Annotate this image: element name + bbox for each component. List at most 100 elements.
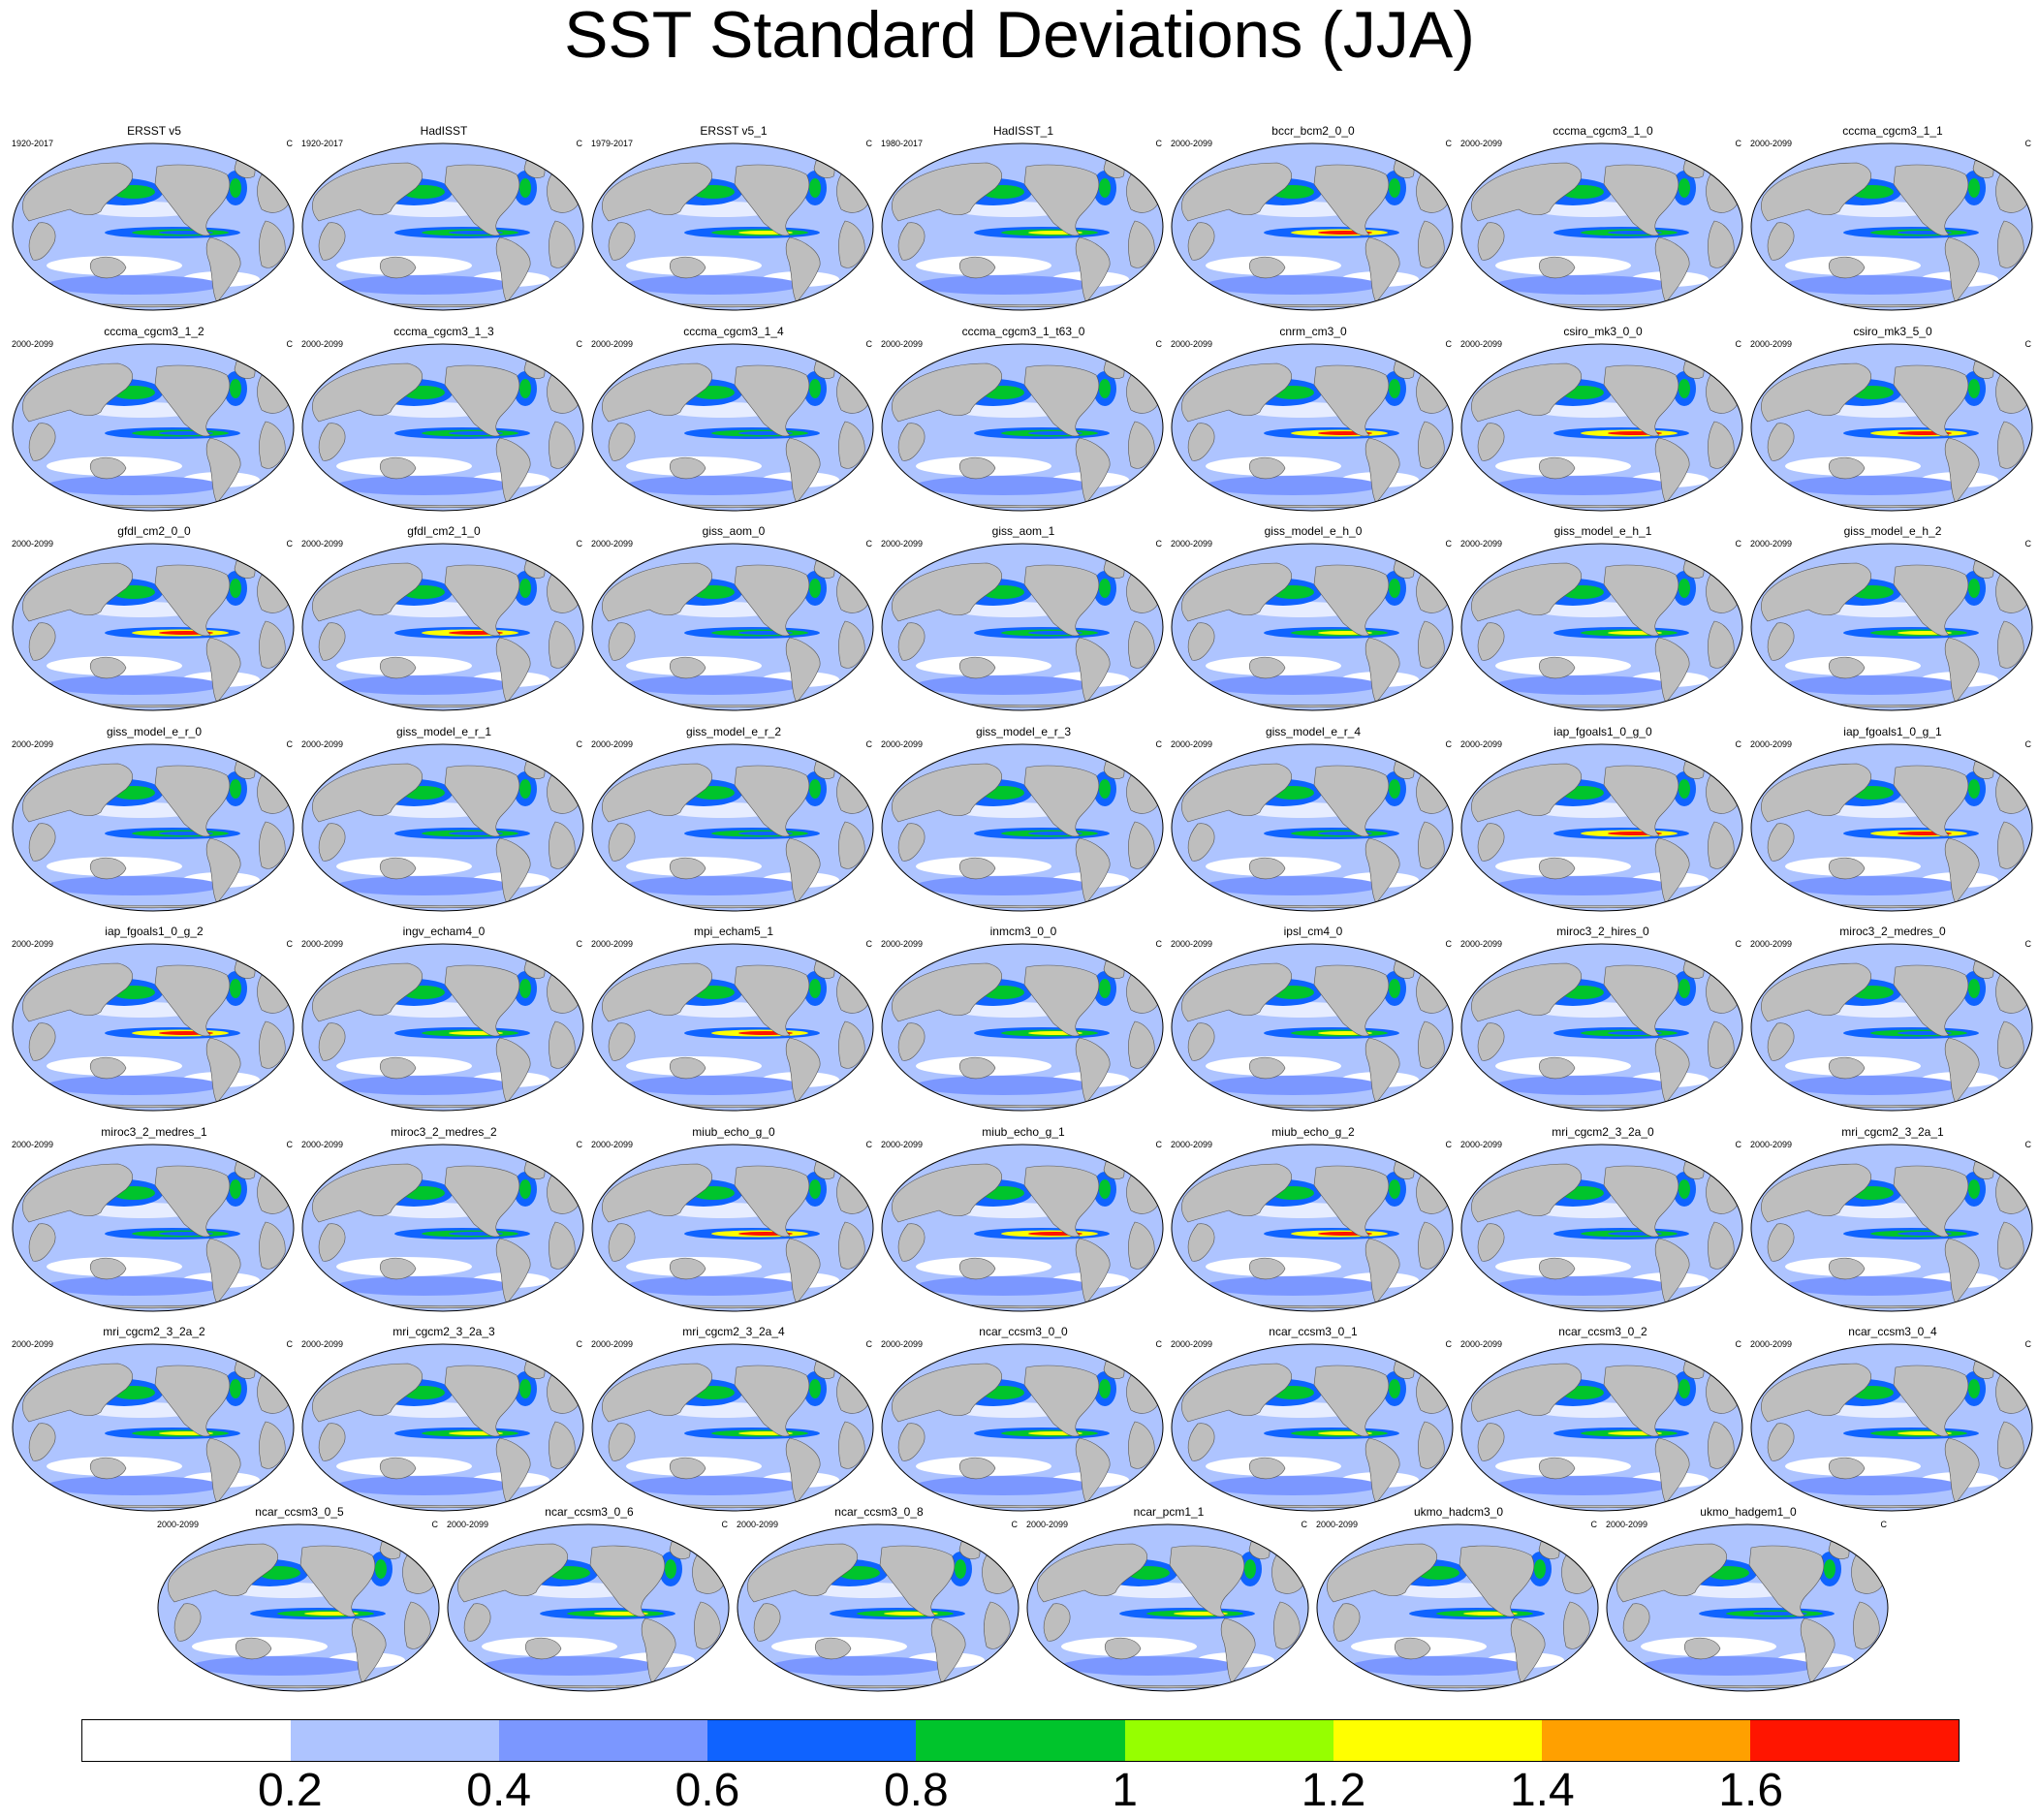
map-panel: ncar_pcm1_1 2000-2099 C <box>1024 1505 1313 1697</box>
map-panel: iap_fgoals1_0_g_2 2000-2099 C <box>10 925 298 1116</box>
world-map <box>1171 343 1454 512</box>
panel-title: miroc3_2_medres_1 <box>101 1125 207 1139</box>
panel-period: 2000-2099 <box>1750 939 1793 949</box>
colorbar-segment <box>1749 1720 1959 1761</box>
panel-period: 2000-2099 <box>881 539 924 549</box>
map-panel: ncar_ccsm3_0_4 2000-2099 C <box>1748 1325 2037 1517</box>
panel-units: C <box>2024 1140 2032 1149</box>
panel-period: 2000-2099 <box>1460 739 1503 749</box>
map-panel: cccma_cgcm3_1_0 2000-2099 C <box>1459 124 1747 316</box>
panel-units: C <box>1155 939 1163 949</box>
map-panel: iap_fgoals1_0_g_1 2000-2099 C <box>1748 725 2037 917</box>
map-panel: gfdl_cm2_1_0 2000-2099 C <box>299 524 588 716</box>
panel-units: C <box>576 939 583 949</box>
world-map <box>881 543 1164 711</box>
panel-units: C <box>1735 1339 1742 1349</box>
world-map <box>1460 943 1743 1112</box>
map-panel: giss_model_e_r_3 2000-2099 C <box>879 725 1168 917</box>
world-map <box>591 142 874 311</box>
panel-period: 2000-2099 <box>881 1140 924 1149</box>
panel-title: iap_fgoals1_0_g_0 <box>1553 725 1652 738</box>
panel-period: 2000-2099 <box>12 539 54 549</box>
panel-title: giss_model_e_h_0 <box>1264 524 1363 538</box>
panel-title: iap_fgoals1_0_g_2 <box>105 925 204 938</box>
panel-units: C <box>576 1339 583 1349</box>
map-panel: miroc3_2_hires_0 2000-2099 C <box>1459 925 1747 1116</box>
panel-title: mpi_echam5_1 <box>693 925 774 938</box>
map-panel: HadISST_1 1980-2017 C <box>879 124 1168 316</box>
world-map <box>1750 142 2033 311</box>
world-map <box>1171 1343 1454 1512</box>
panel-units: C <box>1735 339 1742 349</box>
map-panel: miub_echo_g_1 2000-2099 C <box>879 1125 1168 1317</box>
panel-period: 2000-2099 <box>591 339 634 349</box>
panel-title: gfdl_cm2_1_0 <box>407 524 481 538</box>
panel-units: C <box>1735 539 1742 549</box>
panel-period: 2000-2099 <box>591 539 634 549</box>
panel-title: giss_aom_1 <box>991 524 1055 538</box>
world-map <box>1750 743 2033 912</box>
panel-period: 2000-2099 <box>1750 739 1793 749</box>
map-panel: miroc3_2_medres_1 2000-2099 C <box>10 1125 298 1317</box>
world-map <box>591 1343 874 1512</box>
world-map <box>1171 743 1454 912</box>
panel-title: ncar_ccsm3_0_2 <box>1558 1325 1647 1338</box>
panel-period: 2000-2099 <box>301 739 344 749</box>
map-panel: gfdl_cm2_0_0 2000-2099 C <box>10 524 298 716</box>
panel-units: C <box>576 1140 583 1149</box>
world-map <box>1750 543 2033 711</box>
world-map <box>1171 543 1454 711</box>
panel-title: ingv_echam4_0 <box>402 925 486 938</box>
panel-units: C <box>286 339 294 349</box>
world-map <box>1460 1144 1743 1312</box>
panel-units: C <box>1590 1520 1598 1529</box>
panel-period: 2000-2099 <box>1750 1140 1793 1149</box>
panel-units: C <box>2024 139 2032 148</box>
map-panel: ncar_ccsm3_0_5 2000-2099 C <box>155 1505 444 1697</box>
panel-title: HadISST_1 <box>992 124 1054 138</box>
world-map <box>1460 142 1743 311</box>
panel-units: C <box>286 939 294 949</box>
world-map <box>881 943 1164 1112</box>
map-panel: HadISST 1920-2017 C <box>299 124 588 316</box>
panel-units: C <box>865 339 873 349</box>
panel-period: 2000-2099 <box>881 739 924 749</box>
panel-title: miub_echo_g_1 <box>982 1125 1065 1139</box>
map-panel: cccma_cgcm3_1_1 2000-2099 C <box>1748 124 2037 316</box>
colorbar-tick-label: 1.6 <box>1718 1765 1784 1816</box>
panel-title: inmcm3_0_0 <box>989 925 1057 938</box>
panel-period: 2000-2099 <box>301 1339 344 1349</box>
world-map <box>881 343 1164 512</box>
panel-period: 2000-2099 <box>1171 739 1213 749</box>
panel-units: C <box>1445 539 1453 549</box>
panel-units: C <box>721 1520 729 1529</box>
map-panel: iap_fgoals1_0_g_0 2000-2099 C <box>1459 725 1747 917</box>
panel-period: 1980-2017 <box>881 139 924 148</box>
panel-period: 2000-2099 <box>301 539 344 549</box>
panel-units: C <box>1445 739 1453 749</box>
world-map <box>1460 1343 1743 1512</box>
map-panel: giss_model_e_h_1 2000-2099 C <box>1459 524 1747 716</box>
panel-title: cccma_cgcm3_1_1 <box>1842 124 1943 138</box>
panel-period: 2000-2099 <box>1171 339 1213 349</box>
panel-title: giss_model_e_r_4 <box>1265 725 1362 738</box>
map-panel: giss_aom_1 2000-2099 C <box>879 524 1168 716</box>
panel-title: miroc3_2_medres_2 <box>391 1125 497 1139</box>
world-map <box>1750 1343 2033 1512</box>
panel-units: C <box>1155 539 1163 549</box>
world-map <box>591 1144 874 1312</box>
panel-units: C <box>865 1140 873 1149</box>
world-map <box>591 543 874 711</box>
panel-period: 2000-2099 <box>12 939 54 949</box>
panel-units: C <box>1735 139 1742 148</box>
world-map <box>1171 142 1454 311</box>
panel-title: ncar_pcm1_1 <box>1133 1505 1205 1519</box>
world-map <box>1460 543 1743 711</box>
panel-units: C <box>576 139 583 148</box>
panel-title: mri_cgcm2_3_2a_0 <box>1552 1125 1654 1139</box>
panel-title: giss_aom_0 <box>702 524 766 538</box>
map-panel: cccma_cgcm3_1_3 2000-2099 C <box>299 325 588 517</box>
world-map <box>301 343 584 512</box>
map-panel: ipsl_cm4_0 2000-2099 C <box>1169 925 1458 1116</box>
panel-title: ncar_ccsm3_0_0 <box>979 1325 1068 1338</box>
